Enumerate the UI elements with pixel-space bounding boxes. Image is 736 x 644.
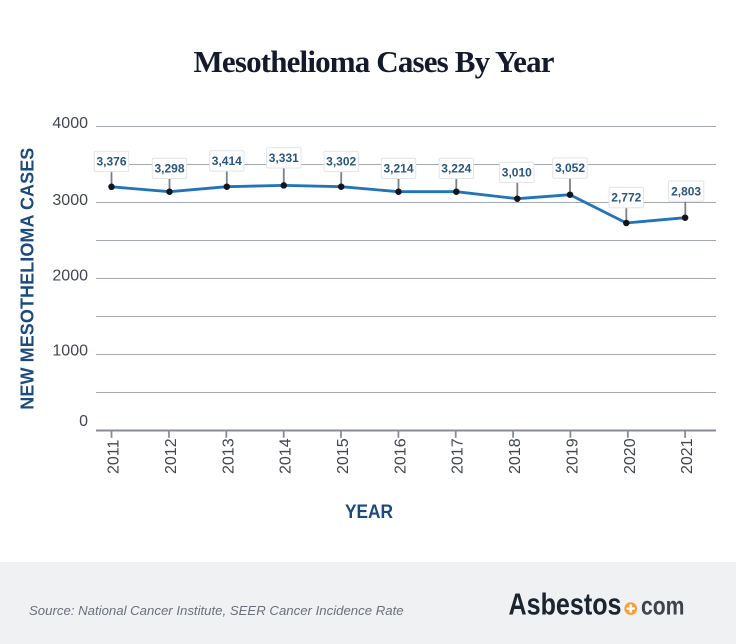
svg-text:1000: 1000 <box>52 342 88 359</box>
svg-text:com: com <box>641 590 685 620</box>
svg-text:3,052: 3,052 <box>555 161 585 175</box>
svg-text:3,376: 3,376 <box>96 155 126 169</box>
svg-text:3,298: 3,298 <box>154 162 184 176</box>
svg-text:3,010: 3,010 <box>502 166 532 180</box>
svg-text:Asbestos: Asbestos <box>509 586 622 621</box>
svg-text:2015: 2015 <box>335 438 352 474</box>
svg-text:2,772: 2,772 <box>611 191 641 205</box>
svg-text:Mesothelioma Cases By Year: Mesothelioma Cases By Year <box>194 44 555 79</box>
svg-text:3,214: 3,214 <box>383 162 413 176</box>
svg-text:2012: 2012 <box>163 438 180 474</box>
svg-text:0: 0 <box>79 413 88 430</box>
svg-text:2,803: 2,803 <box>671 184 701 198</box>
svg-text:3,331: 3,331 <box>269 151 299 165</box>
svg-text:2020: 2020 <box>622 438 639 474</box>
svg-text:2021: 2021 <box>679 438 696 474</box>
svg-text:3000: 3000 <box>52 192 88 209</box>
svg-text:2011: 2011 <box>106 439 123 474</box>
svg-text:2016: 2016 <box>392 438 409 474</box>
svg-text:2017: 2017 <box>450 438 467 474</box>
svg-text:2018: 2018 <box>507 438 524 474</box>
svg-text:2013: 2013 <box>220 438 237 474</box>
svg-text:2014: 2014 <box>278 438 295 474</box>
svg-text:3,302: 3,302 <box>326 155 356 169</box>
svg-text:4000: 4000 <box>52 115 88 132</box>
svg-text:NEW MESOTHELIOMA CASES: NEW MESOTHELIOMA CASES <box>18 148 38 410</box>
svg-text:YEAR: YEAR <box>345 501 393 523</box>
svg-text:2019: 2019 <box>564 438 581 474</box>
svg-text:2000: 2000 <box>52 267 88 284</box>
svg-text:3,414: 3,414 <box>212 154 242 168</box>
svg-text:3,224: 3,224 <box>441 162 471 176</box>
